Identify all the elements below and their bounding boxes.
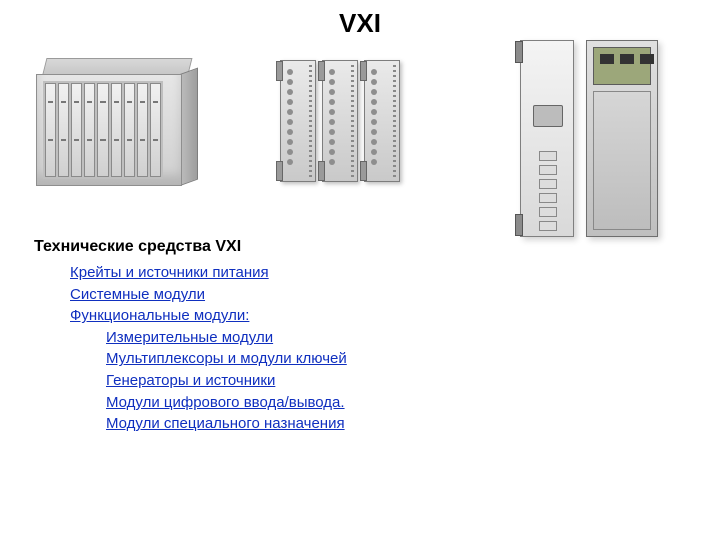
- image-vxi-crate: [36, 58, 196, 188]
- doc-link[interactable]: Мультиплексоры и модули ключей: [106, 350, 347, 367]
- image-vxi-plugin-cards: [280, 60, 410, 190]
- crate-slot: [84, 83, 95, 177]
- list-item: Модули специального назначения: [34, 413, 534, 435]
- crate-illustration: [36, 58, 196, 188]
- doc-link[interactable]: Системные модули: [70, 286, 205, 303]
- list-item: Крейты и источники питания: [34, 262, 534, 284]
- list-item: Мультиплексоры и модули ключей: [34, 348, 534, 370]
- text-block: Технические средства VXI Крейты и источн…: [34, 238, 534, 435]
- page-title: VXI: [0, 8, 720, 39]
- image-vxi-tall-modules: [520, 40, 670, 240]
- plugin-card: [280, 60, 316, 182]
- crate-slot: [150, 83, 161, 177]
- crate-slot: [45, 83, 56, 177]
- doc-link[interactable]: Генераторы и источники: [106, 372, 275, 389]
- crate-slot: [71, 83, 82, 177]
- crate-slot: [97, 83, 108, 177]
- doc-link[interactable]: Функциональные модули:: [70, 307, 249, 324]
- doc-link[interactable]: Модули специального назначения: [106, 415, 345, 432]
- doc-link[interactable]: Измерительные модули: [106, 329, 273, 346]
- plugin-card: [322, 60, 358, 182]
- list-item: Системные модули: [34, 284, 534, 306]
- crate-slot: [111, 83, 122, 177]
- tall-module-a: [520, 40, 574, 237]
- slide: VXI: [0, 0, 720, 540]
- tall-module-b: [586, 40, 658, 237]
- tall-modules-illustration: [520, 40, 670, 240]
- crate-slot: [124, 83, 135, 177]
- doc-link[interactable]: Крейты и источники питания: [70, 264, 269, 281]
- list-item: Генераторы и источники: [34, 370, 534, 392]
- link-list: Крейты и источники питания Системные моду…: [34, 262, 534, 435]
- list-item: Измерительные модули: [34, 327, 534, 349]
- crate-slot: [137, 83, 148, 177]
- cards-illustration: [280, 60, 410, 190]
- plugin-card: [364, 60, 400, 182]
- crate-slot: [58, 83, 69, 177]
- list-item: Модули цифрового ввода/вывода.: [34, 392, 534, 414]
- list-item: Функциональные модули:: [34, 305, 534, 327]
- doc-link[interactable]: Модули цифрового ввода/вывода.: [106, 394, 345, 411]
- image-row: [0, 52, 720, 232]
- section-heading: Технические средства VXI: [34, 238, 534, 256]
